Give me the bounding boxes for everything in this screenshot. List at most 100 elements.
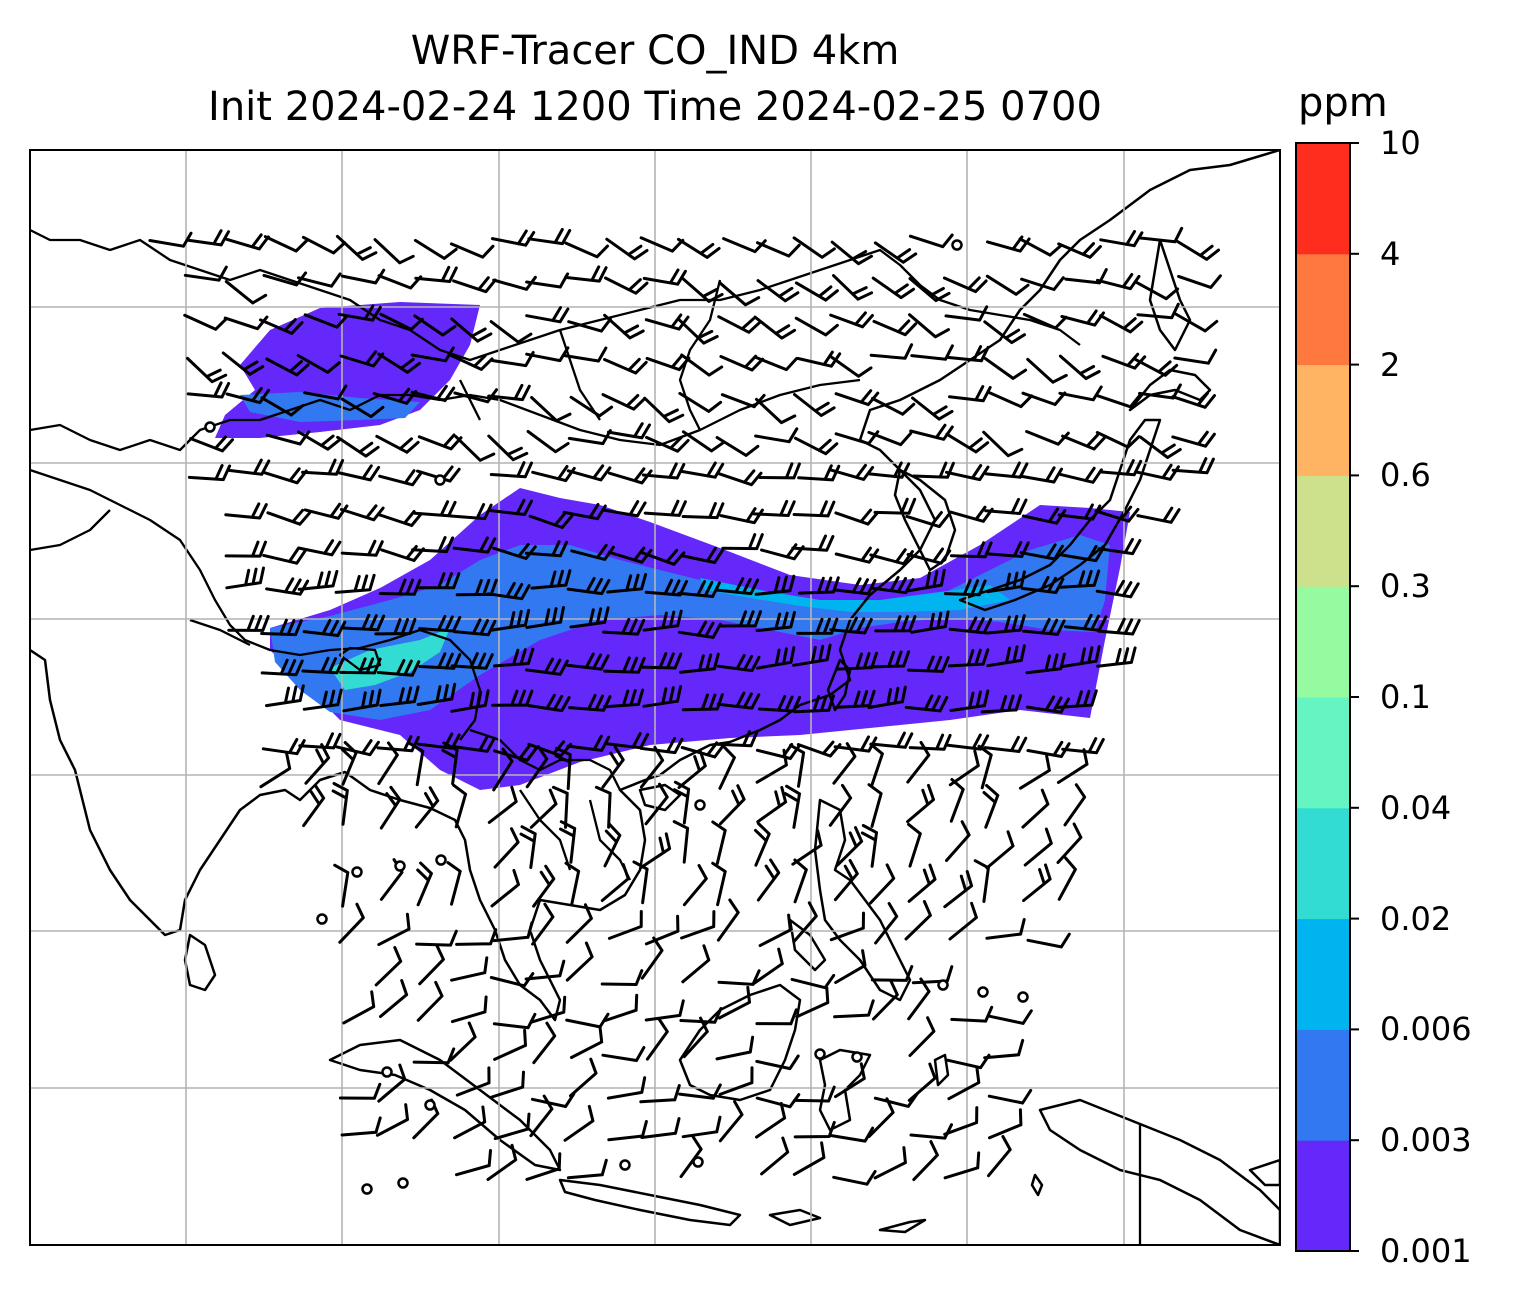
wind-barb xyxy=(566,1158,608,1180)
wind-barb xyxy=(1138,435,1182,459)
wind-barb xyxy=(342,688,382,713)
wind-barb xyxy=(1026,932,1071,949)
wind-barb xyxy=(528,512,574,529)
wind-barb xyxy=(1058,569,1101,589)
wind-barb xyxy=(644,914,680,946)
wind-barb xyxy=(1022,618,1066,636)
calm-wind-circle xyxy=(424,1099,436,1111)
wind-barb xyxy=(869,742,884,788)
map-frame xyxy=(29,149,1281,1246)
wind-barb xyxy=(566,576,611,596)
wind-barb xyxy=(792,236,836,259)
calm-wind-circle xyxy=(361,1183,373,1195)
wind-barb xyxy=(793,694,835,714)
wind-barb xyxy=(1097,537,1142,556)
wind-barb xyxy=(452,783,468,829)
wind-barb xyxy=(985,830,1015,870)
wind-barb xyxy=(531,465,576,483)
wind-barb xyxy=(1063,613,1108,632)
wind-barb xyxy=(568,694,612,712)
wind-barb xyxy=(1177,274,1222,289)
wind-barb xyxy=(711,820,727,865)
wind-barb xyxy=(340,397,385,419)
wind-barb xyxy=(984,614,1026,635)
wind-barb xyxy=(416,861,433,907)
wind-barb xyxy=(333,863,350,908)
wind-barb xyxy=(224,540,267,558)
calm-wind-circles xyxy=(204,239,1029,1195)
wind-barb xyxy=(418,944,445,986)
wind-barb xyxy=(493,744,538,762)
wind-barb xyxy=(569,606,610,629)
wind-barb xyxy=(906,568,946,593)
wind-barb xyxy=(186,356,228,384)
wind-barb xyxy=(642,268,687,286)
wind-barb xyxy=(487,383,531,402)
wind-barb xyxy=(873,241,918,264)
wind-barb xyxy=(867,1097,895,1138)
calm-wind-circle xyxy=(394,860,406,872)
wind-barb xyxy=(1020,276,1065,291)
wind-barb xyxy=(490,608,531,632)
wind-barb xyxy=(526,430,570,454)
wind-barb xyxy=(783,784,801,829)
wind-barb xyxy=(186,229,230,247)
wind-barb xyxy=(829,311,874,329)
wind-barb xyxy=(756,279,800,303)
colorbar-segment xyxy=(1296,697,1350,809)
wind-barb xyxy=(452,536,497,554)
wind-barb xyxy=(829,911,865,942)
wind-barb xyxy=(1019,754,1051,790)
wind-barb xyxy=(1019,543,1064,561)
wind-barb xyxy=(681,1115,722,1139)
wind-barb xyxy=(722,237,767,254)
wind-barb xyxy=(526,693,571,713)
wind-barb xyxy=(1021,507,1067,525)
wind-barb xyxy=(639,1084,681,1104)
colorbar-segment xyxy=(1296,1029,1350,1141)
wind-barb xyxy=(793,858,808,904)
colorbar-tick-label: 0.001 xyxy=(1380,1232,1472,1270)
wind-barb xyxy=(717,969,761,986)
wind-barb xyxy=(869,731,914,749)
wind-barb xyxy=(606,1076,647,1100)
wind-barb xyxy=(487,785,518,824)
wind-barb xyxy=(681,693,724,712)
wind-barb xyxy=(756,786,788,824)
wind-barb xyxy=(606,422,651,440)
wind-barb xyxy=(948,901,978,941)
wind-barb xyxy=(377,352,421,374)
calm-wind-circle xyxy=(937,979,949,991)
wind-barb xyxy=(867,430,913,447)
wind-barb xyxy=(904,694,949,713)
wind-barb xyxy=(758,695,802,713)
colorbar-segment xyxy=(1296,475,1350,587)
wind-barb xyxy=(519,825,537,869)
wind-barb xyxy=(449,242,495,259)
wind-barb xyxy=(642,609,683,632)
wind-barb xyxy=(715,1035,755,1061)
wind-barb xyxy=(418,614,462,633)
wind-barb xyxy=(988,1108,1023,1140)
wind-barb xyxy=(226,458,271,476)
wind-barb xyxy=(455,1149,492,1177)
wind-barb xyxy=(873,1146,907,1180)
wind-barb xyxy=(489,320,533,344)
wind-barb xyxy=(342,613,386,632)
colorbar-tick-label: 0.02 xyxy=(1380,899,1452,938)
wind-barb xyxy=(639,832,672,869)
wind-barb xyxy=(379,785,402,830)
wind-barb xyxy=(680,353,724,377)
wind-barb xyxy=(304,743,331,785)
wind-barb xyxy=(681,502,725,520)
calm-wind-circle xyxy=(435,854,447,866)
wind-barb xyxy=(449,503,493,521)
wind-barb xyxy=(1058,466,1103,484)
wind-barb xyxy=(334,573,376,594)
wind-barb xyxy=(303,384,348,401)
wind-barb xyxy=(566,734,611,752)
wind-barb xyxy=(493,1028,527,1061)
wind-barb xyxy=(225,386,271,405)
wind-barb xyxy=(871,397,916,416)
